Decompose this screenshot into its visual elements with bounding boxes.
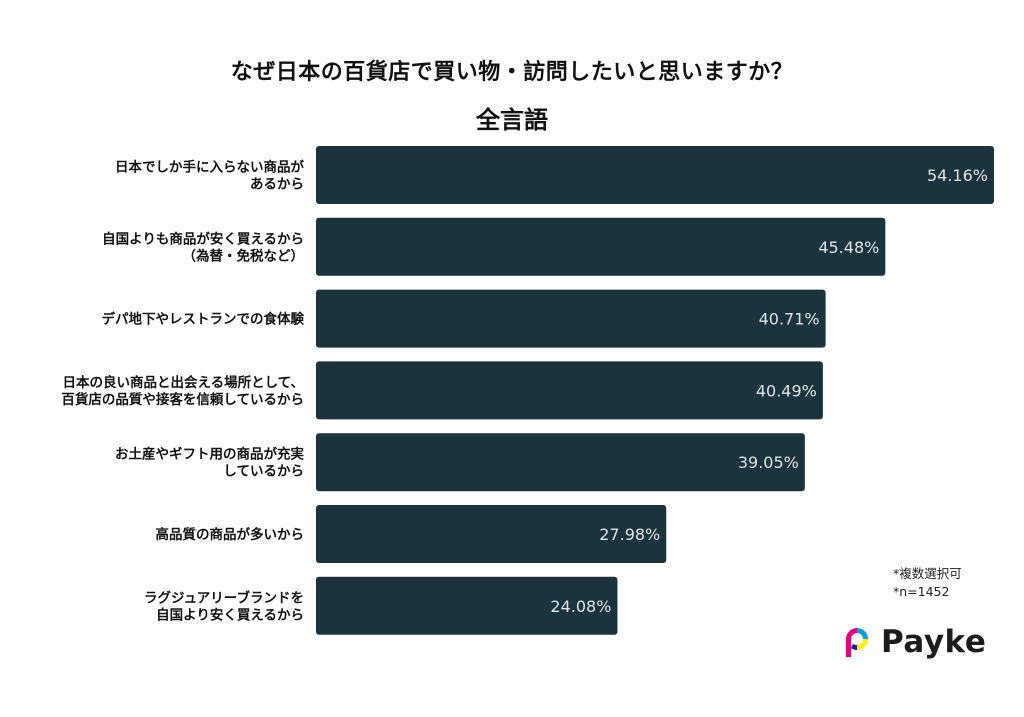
category-label-line: 日本でしか手に入らない商品が [115, 159, 304, 176]
bar-value-label-6: 27.98% [599, 525, 660, 544]
bar-7 [316, 576, 618, 635]
bar-value-label-3: 40.71% [759, 310, 820, 329]
category-label-2: 自国よりも商品が安く買えるから（為替・免税など） [102, 230, 304, 264]
category-label-1: 日本でしか手に入らない商品があるから [115, 159, 304, 193]
category-label-line: お土産やギフト用の商品が充実 [115, 446, 304, 463]
bar-2 [316, 217, 886, 276]
logo-segment-magenta [846, 628, 857, 657]
bar-5 [316, 433, 805, 492]
payke-logo-icon [846, 628, 868, 657]
category-label-line: 日本の良い商品と出会える場所として、 [62, 374, 304, 391]
category-label-line: ラグジュアリーブランドを [144, 589, 304, 606]
category-label-line: 百貨店の品質や接客を信頼しているから [61, 391, 304, 408]
bar-value-label-5: 39.05% [738, 453, 799, 472]
sample-size-note: *n=1452 [893, 584, 950, 599]
payke-logo: Payke [842, 622, 986, 662]
bar-6 [316, 505, 667, 563]
logo-segment-navy [851, 644, 857, 650]
category-label-line: あるから [250, 177, 304, 193]
logo-segment-yellow [857, 639, 868, 650]
category-label-line: （為替・免税など） [183, 247, 305, 264]
category-label-line: 高品質の商品が多いから [156, 526, 305, 543]
category-label-7: ラグジュアリーブランドを自国より安く買えるから [144, 589, 304, 623]
category-label-4: 日本の良い商品と出会える場所として、百貨店の品質や接客を信頼しているから [61, 374, 304, 408]
category-label-line: 自国より安く買えるから [156, 606, 304, 623]
bar-value-label-7: 24.08% [550, 597, 611, 616]
bar-value-label-1: 54.16% [927, 166, 988, 185]
category-label-line: 自国よりも商品が安く買えるから [102, 230, 304, 247]
category-label-line: しているから [223, 464, 304, 480]
bar-4 [316, 361, 823, 420]
bar-3 [316, 289, 826, 348]
bar-value-label-2: 45.48% [818, 238, 879, 257]
category-label-5: お土産やギフト用の商品が充実しているから [115, 446, 304, 480]
multiple-choice-note: *複数選択可 [893, 566, 962, 581]
chart-subtitle: 全言語 [476, 106, 548, 134]
survey-notes: *複数選択可 *n=1452 [893, 565, 962, 601]
category-label-3: デパ地下やレストランでの食体験 [102, 311, 305, 328]
bar-value-label-4: 40.49% [756, 381, 817, 400]
bar-1 [316, 146, 994, 204]
category-label-6: 高品質の商品が多いから [156, 526, 305, 543]
logo-segment-blue [857, 628, 868, 639]
chart-title: なぜ日本の百貨店で買い物・訪問したいと思いますか？ [230, 60, 794, 85]
category-label-line: デパ地下やレストランでの食体験 [102, 311, 305, 328]
brand-name: Payke [881, 624, 987, 660]
